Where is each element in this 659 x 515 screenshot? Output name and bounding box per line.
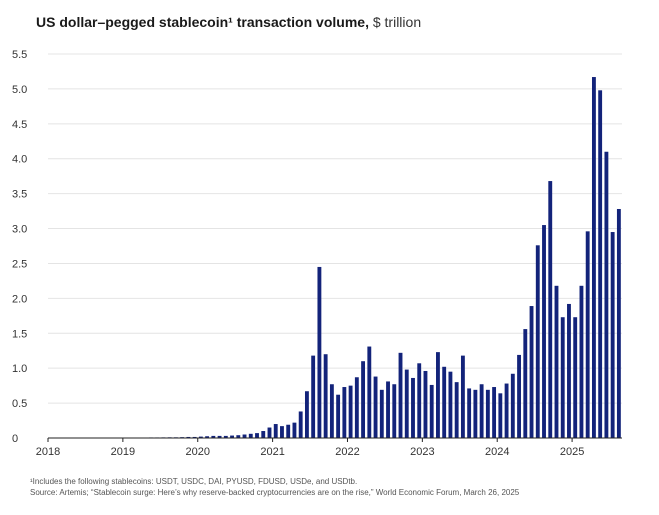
bar xyxy=(604,151,609,438)
footnote-source: Source: Artemis; “Stablecoin surge: Here… xyxy=(30,488,520,497)
bar xyxy=(267,427,272,438)
bar xyxy=(304,391,309,438)
bar xyxy=(554,285,559,438)
bar xyxy=(523,329,528,438)
y-tick-label: 3.5 xyxy=(12,189,27,201)
bar xyxy=(479,384,484,438)
bar xyxy=(298,411,303,438)
bar xyxy=(429,384,434,438)
bar xyxy=(373,376,378,438)
y-tick-label: 2.0 xyxy=(12,293,27,305)
bar xyxy=(498,393,503,438)
bar xyxy=(280,426,284,438)
y-tick-label: 4.5 xyxy=(12,119,27,131)
bar xyxy=(255,433,259,438)
chart-title-unit: $ trillion xyxy=(372,14,422,30)
bar xyxy=(436,352,440,438)
bar xyxy=(560,317,565,438)
bar xyxy=(485,389,490,438)
bar xyxy=(348,385,353,438)
bar xyxy=(398,352,403,438)
bar xyxy=(585,231,590,438)
x-tick-label: 2022 xyxy=(335,446,359,458)
x-tick-label: 2025 xyxy=(560,446,584,458)
chart-title-main: US dollar–pegged stablecoin¹ transaction… xyxy=(36,14,369,30)
bar xyxy=(591,77,596,438)
y-tick-label: 4.0 xyxy=(12,154,27,166)
bar xyxy=(448,371,453,438)
bar xyxy=(442,366,447,438)
bar xyxy=(323,354,328,438)
bar xyxy=(236,435,241,438)
bar xyxy=(198,436,203,438)
bar xyxy=(292,422,297,438)
bar xyxy=(467,388,472,438)
y-tick-label: 0 xyxy=(12,433,18,445)
bar xyxy=(261,431,266,438)
bar xyxy=(367,346,372,438)
bar xyxy=(329,384,334,438)
bar xyxy=(510,373,515,438)
y-tick-label: 1.0 xyxy=(12,363,27,375)
bar xyxy=(336,394,341,438)
bar xyxy=(361,361,366,438)
bar xyxy=(354,377,359,438)
bar xyxy=(286,424,291,438)
bar xyxy=(205,436,210,438)
x-axis-ticks: 2018 2019 2020 2021 2022 2023 2024 2025 xyxy=(36,438,584,458)
bar xyxy=(392,384,397,438)
x-tick-label: 2019 xyxy=(111,446,135,458)
y-tick-label: 1.5 xyxy=(12,328,27,340)
bar xyxy=(230,435,234,438)
bar xyxy=(504,383,509,438)
y-tick-label: 5.0 xyxy=(12,84,27,96)
bar xyxy=(211,435,216,438)
bar xyxy=(610,232,615,438)
bar xyxy=(473,389,478,438)
bar xyxy=(186,436,191,438)
chart-title: US dollar–pegged stablecoin¹ transaction… xyxy=(36,14,421,30)
bar xyxy=(417,363,422,438)
bar xyxy=(598,90,603,439)
bar xyxy=(242,434,247,438)
x-tick-label: 2024 xyxy=(485,446,509,458)
bar xyxy=(411,377,415,438)
bar xyxy=(542,225,546,438)
bar xyxy=(192,436,197,438)
bar xyxy=(573,317,578,438)
bar xyxy=(273,424,278,438)
bar xyxy=(517,354,521,438)
bar xyxy=(529,306,534,438)
y-axis-ticks: 0 0.5 1.0 1.5 2.0 2.5 3.0 3.5 4.0 4.5 5.0 5.5 xyxy=(12,49,27,445)
bar xyxy=(567,303,571,438)
bar xyxy=(492,387,497,438)
bar xyxy=(454,382,459,438)
y-tick-label: 3.0 xyxy=(12,224,27,236)
bar xyxy=(248,433,253,438)
y-tick-label: 2.5 xyxy=(12,258,27,270)
bar xyxy=(311,355,316,438)
bar xyxy=(223,435,228,438)
x-tick-label: 2018 xyxy=(36,446,60,458)
bars xyxy=(49,77,621,439)
footnote-stablecoins: ¹Includes the following stablecoins: USD… xyxy=(30,477,358,486)
bar xyxy=(535,245,540,438)
bar xyxy=(317,266,322,438)
x-tick-label: 2023 xyxy=(410,446,434,458)
x-tick-label: 2020 xyxy=(185,446,209,458)
bar xyxy=(616,208,621,438)
bar xyxy=(342,387,347,438)
bar xyxy=(217,435,222,438)
x-tick-label: 2021 xyxy=(260,446,284,458)
bar xyxy=(379,389,384,438)
bar xyxy=(579,285,584,438)
bar xyxy=(423,370,428,438)
bar xyxy=(386,381,390,438)
bar xyxy=(460,355,465,438)
bar xyxy=(404,369,409,438)
y-tick-label: 5.5 xyxy=(12,49,27,61)
y-tick-label: 0.5 xyxy=(12,398,27,410)
bar xyxy=(548,181,553,438)
